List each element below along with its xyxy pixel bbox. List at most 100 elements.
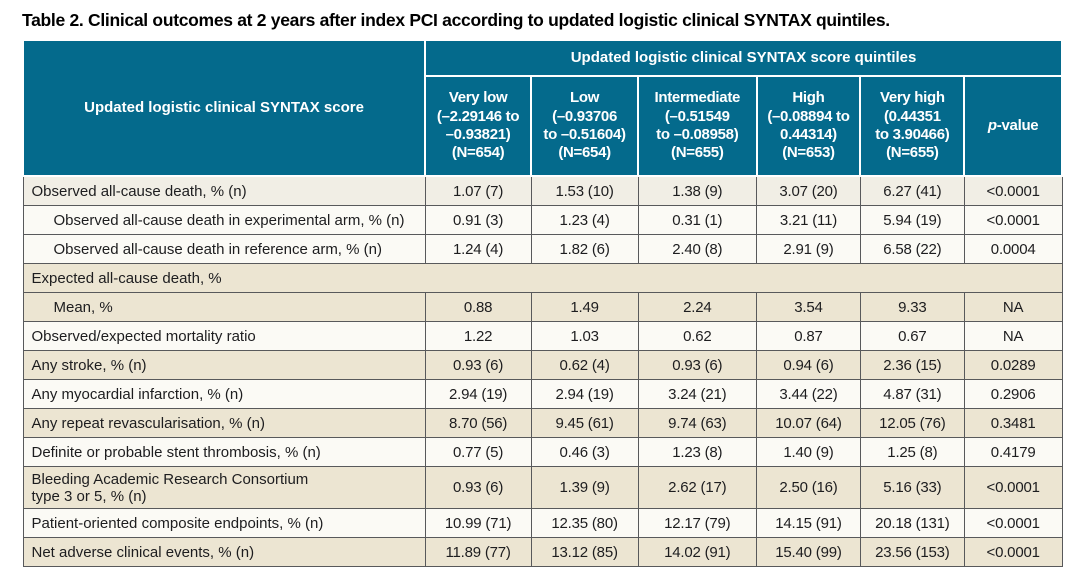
value-cell: 9.45 (61)	[530, 408, 639, 438]
value-cell: 5.94 (19)	[859, 205, 965, 235]
value-cell: 15.40 (99)	[756, 537, 861, 567]
table-row: Definite or probable stent thrombosis, %…	[22, 437, 1063, 467]
header-quintile-high: High (–0.08894 to 0.44314) (N=653)	[755, 75, 862, 177]
value-cell: 1.24 (4)	[424, 234, 532, 264]
value-cell: 0.67	[859, 321, 965, 351]
value-cell: 3.07 (20)	[756, 175, 861, 206]
value-cell: 1.38 (9)	[637, 175, 758, 206]
value-cell: 20.18 (131)	[859, 508, 965, 538]
value-cell: 2.36 (15)	[859, 350, 965, 380]
value-cell: 12.05 (76)	[859, 408, 965, 438]
header-stub: Updated logistic clinical SYNTAX score	[21, 39, 427, 177]
row-label: Definite or probable stent thrombosis, %…	[22, 437, 426, 467]
value-cell: 12.35 (80)	[530, 508, 639, 538]
value-cell: 13.12 (85)	[530, 537, 639, 567]
value-cell: 2.94 (19)	[424, 379, 532, 409]
value-cell: 0.87	[756, 321, 861, 351]
value-cell: 1.40 (9)	[756, 437, 861, 467]
value-cell: 0.62	[637, 321, 758, 351]
p-value-cell: 0.2906	[963, 379, 1063, 409]
p-value-cell: <0.0001	[963, 466, 1063, 509]
row-label: Observed all-cause death in reference ar…	[22, 234, 426, 264]
value-cell: 1.07 (7)	[424, 175, 532, 206]
table-row: Any repeat revascularisation, % (n) 8.70…	[22, 408, 1063, 438]
value-cell: 14.02 (91)	[637, 537, 758, 567]
value-cell: 1.23 (8)	[637, 437, 758, 467]
row-label: Any stroke, % (n)	[22, 350, 426, 380]
value-cell: 9.33	[859, 292, 965, 322]
value-cell: 1.82 (6)	[530, 234, 639, 264]
p-value-cell: 0.0004	[963, 234, 1063, 264]
p-value-cell: <0.0001	[963, 508, 1063, 538]
header-quintile-very-high: Very high (0.44351 to 3.90466) (N=655)	[859, 75, 966, 177]
value-cell: 9.74 (63)	[637, 408, 758, 438]
value-cell: 11.89 (77)	[424, 537, 532, 567]
value-cell: 3.21 (11)	[756, 205, 861, 235]
table-row: Patient-oriented composite endpoints, % …	[22, 508, 1063, 538]
value-cell: 1.25 (8)	[859, 437, 965, 467]
p-value-cell: 0.0289	[963, 350, 1063, 380]
row-label: Observed/expected mortality ratio	[22, 321, 426, 351]
row-label: Observed all-cause death, % (n)	[22, 175, 426, 206]
value-cell: 0.93 (6)	[424, 466, 532, 509]
header-quintiles-span: Updated logistic clinical SYNTAX score q…	[424, 39, 1063, 77]
value-cell: 1.23 (4)	[530, 205, 639, 235]
table-title: Table 2. Clinical outcomes at 2 years af…	[22, 10, 890, 30]
value-cell: 1.39 (9)	[530, 466, 639, 509]
header-quintile-intermediate: Intermediate (–0.51549 to –0.08958) (N=6…	[637, 75, 758, 177]
value-cell: 6.58 (22)	[859, 234, 965, 264]
table-body: Observed all-cause death, % (n) 1.07 (7)…	[22, 175, 1063, 567]
header-p-value: p-value	[963, 75, 1063, 177]
value-cell: 0.88	[424, 292, 532, 322]
table-row: Net adverse clinical events, % (n) 11.89…	[22, 537, 1063, 567]
value-cell: 2.40 (8)	[637, 234, 758, 264]
section-label: Expected all-cause death, %	[22, 263, 1063, 293]
value-cell: 4.87 (31)	[859, 379, 965, 409]
value-cell: 23.56 (153)	[859, 537, 965, 567]
value-cell: 10.07 (64)	[756, 408, 861, 438]
value-cell: 0.93 (6)	[424, 350, 532, 380]
value-cell: 2.62 (17)	[637, 466, 758, 509]
value-cell: 10.99 (71)	[424, 508, 532, 538]
page: Table 2. Clinical outcomes at 2 years af…	[21, 10, 1063, 567]
value-cell: 0.31 (1)	[637, 205, 758, 235]
value-cell: 1.22	[424, 321, 532, 351]
value-cell: 0.46 (3)	[530, 437, 639, 467]
header-quintile-very-low: Very low (–2.29146 to –0.93821) (N=654)	[424, 75, 533, 177]
value-cell: 5.16 (33)	[859, 466, 965, 509]
value-cell: 0.94 (6)	[756, 350, 861, 380]
value-cell: 3.44 (22)	[756, 379, 861, 409]
p-value-cell: <0.0001	[963, 205, 1063, 235]
value-cell: 0.77 (5)	[424, 437, 532, 467]
value-cell: 1.49	[530, 292, 639, 322]
value-cell: 2.50 (16)	[756, 466, 861, 509]
row-label: Net adverse clinical events, % (n)	[22, 537, 426, 567]
table-row: Observed all-cause death in reference ar…	[22, 234, 1063, 264]
table-row: Observed all-cause death, % (n) 1.07 (7)…	[22, 175, 1063, 206]
value-cell: 14.15 (91)	[756, 508, 861, 538]
table-row: Observed/expected mortality ratio 1.22 1…	[22, 321, 1063, 351]
table-header: Updated logistic clinical SYNTAX score U…	[21, 39, 1063, 177]
row-label: Any repeat revascularisation, % (n)	[22, 408, 426, 438]
table-row: Bleeding Academic Research Consortium typ…	[22, 466, 1063, 509]
table-row: Any myocardial infarction, % (n) 2.94 (1…	[22, 379, 1063, 409]
value-cell: 6.27 (41)	[859, 175, 965, 206]
p-value-cell: <0.0001	[963, 537, 1063, 567]
value-cell: 3.24 (21)	[637, 379, 758, 409]
header-quintile-low: Low (–0.93706 to –0.51604) (N=654)	[530, 75, 640, 177]
value-cell: 1.53 (10)	[530, 175, 639, 206]
row-label: Observed all-cause death in experimental…	[22, 205, 426, 235]
value-cell: 12.17 (79)	[637, 508, 758, 538]
p-value-cell: <0.0001	[963, 175, 1063, 206]
outcomes-table: Updated logistic clinical SYNTAX score U…	[21, 39, 1063, 567]
value-cell: 0.62 (4)	[530, 350, 639, 380]
table-row: Any stroke, % (n) 0.93 (6) 0.62 (4) 0.93…	[22, 350, 1063, 380]
value-cell: 2.24	[637, 292, 758, 322]
table-row: Mean, % 0.88 1.49 2.24 3.54 9.33 NA	[22, 292, 1063, 322]
p-value-cell: 0.4179	[963, 437, 1063, 467]
value-cell: 1.03	[530, 321, 639, 351]
value-cell: 3.54	[756, 292, 861, 322]
row-label: Bleeding Academic Research Consortium typ…	[22, 466, 426, 509]
row-label: Mean, %	[22, 292, 426, 322]
value-cell: 0.91 (3)	[424, 205, 532, 235]
